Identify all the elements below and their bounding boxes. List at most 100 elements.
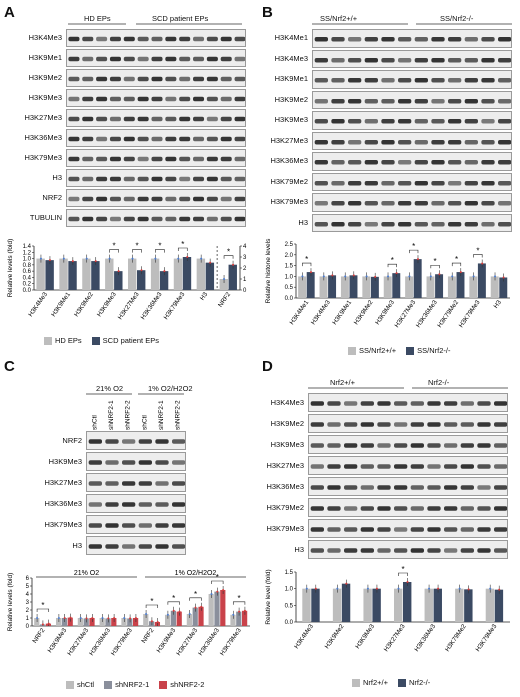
legend-item-shnrf2-1: shNRF2-1 — [104, 680, 149, 689]
x-tick-label-h3: H3 — [199, 291, 210, 302]
blot-label-h3k36me3: H3K36Me3 — [24, 133, 62, 142]
blot-label-h3k4me3: H3K4Me3 — [274, 53, 308, 63]
blot-label-h3: H3 — [72, 540, 82, 550]
y-tick-label: 4 — [26, 592, 30, 598]
x-tick-label-h3k9me2: H3K9Me2 — [73, 291, 95, 318]
lane-label-1: shNRF2-1 — [108, 400, 115, 430]
bar-nrf2-h3k79me2 — [464, 589, 473, 622]
significance-star: * — [172, 594, 175, 603]
x-tick-label-h3k36me3: H3K36Me3 — [197, 627, 221, 657]
data-point — [85, 257, 88, 260]
blot-strip-h3k9me3 — [308, 435, 508, 454]
bar-shnrf2-2-h3k9me3 — [67, 617, 73, 626]
blot-label-h3k9me2: H3K9Me2 — [28, 73, 62, 82]
data-point — [238, 610, 241, 613]
data-point — [375, 587, 378, 590]
data-point — [365, 275, 368, 278]
significance-bracket — [145, 604, 159, 608]
y-tick-label: 2.5 — [285, 242, 294, 248]
data-point — [416, 258, 419, 261]
bar-shnrf2-1-h3k9me3 — [170, 610, 177, 626]
bar-scd-patient-eps-h3k9me1 — [68, 261, 77, 290]
bar-chart-d: Relative level (fold) 0.0 0.5 1.0 1.5 H3K4Me3… — [265, 566, 510, 653]
bar-shctl-h3k79me3 — [230, 614, 236, 626]
y-tick-label: 0.5 — [285, 603, 294, 609]
chart-group-label: 21% O2 — [74, 570, 99, 577]
data-point — [467, 588, 470, 591]
blot-strip-h3k36me3 — [312, 152, 512, 171]
significance-star: * — [401, 566, 404, 574]
x-tick-label-h3k27me3: H3K27Me3 — [66, 627, 90, 657]
x-tick-label-h3k79me3: H3K79Me3 — [110, 627, 134, 657]
data-point — [352, 274, 355, 277]
blot-label-h3k9me1: H3K9Me1 — [274, 74, 308, 84]
blot-strip-h3k9me2 — [308, 414, 508, 433]
legend-a: HD EPs SCD patient EPs — [44, 336, 159, 345]
blot-label-h3k36me3: H3K36Me3 — [266, 481, 304, 491]
data-point — [156, 621, 159, 623]
bar-nrf2-h3k79me2 — [455, 588, 464, 622]
x-tick-label-h3k27me3: H3K27Me3 — [117, 291, 141, 321]
data-point — [429, 275, 432, 278]
x-tick-label-h3k4me1: H3K4Me1 — [289, 299, 311, 326]
bar-hd-eps-h3k9me3 — [105, 258, 114, 290]
data-point — [85, 617, 88, 620]
blot-strip-h3k36me3 — [66, 129, 246, 147]
significance-bracket — [223, 255, 234, 259]
y-tick-label: 0.0 — [285, 620, 294, 626]
group-bracket-b — [312, 23, 512, 25]
legend-item-nrf2-wt: Nrf2+/+ — [352, 678, 388, 687]
blot-label-h3k4me3: H3K4Me3 — [28, 33, 62, 42]
blot-strip-h3k27me3 — [66, 109, 246, 127]
data-point — [209, 261, 212, 264]
x-tick-label-h3k9me1: H3K9Me1 — [331, 299, 353, 326]
data-point — [69, 616, 72, 619]
y-axis-label: Relative histone levels — [265, 238, 272, 303]
significance-star: * — [227, 248, 230, 257]
bar-chart-a: Relative levels (fold) 0.00.20.40.60.81.0… — [7, 239, 247, 321]
group-label-hd-eps: HD EPs — [84, 14, 111, 23]
data-point — [94, 260, 97, 263]
significance-bracket — [302, 262, 312, 267]
bar-shnrf2-2-h3k9me3 — [176, 611, 182, 626]
significance-star: * — [434, 257, 437, 266]
blot-label-h3k79me2: H3K79Me2 — [270, 176, 308, 186]
significance-bracket — [398, 572, 408, 576]
legend-item-ss-ko: SS/Nrf2-/- — [406, 346, 450, 355]
data-point — [472, 275, 475, 278]
group-label-nrf2-ko: Nrf2-/- — [428, 378, 450, 387]
x-tick-label-nrf2: NRF2 — [31, 627, 46, 645]
x-tick-label-h3k36me3: H3K36Me3 — [140, 291, 164, 321]
x-tick-label-h3k9me2: H3K9Me2 — [324, 623, 346, 650]
significance-bracket — [473, 254, 483, 258]
x-tick-label-nrf2: NRF2 — [140, 627, 155, 645]
significance-bracket — [409, 249, 419, 254]
data-point — [301, 275, 304, 278]
blot-label-h3k27me3: H3K27Me3 — [270, 135, 308, 145]
blot-label-nrf2: NRF2 — [42, 193, 62, 202]
data-point — [63, 617, 66, 619]
y-axis-label: Relative levels (fold) — [7, 239, 14, 298]
data-point — [200, 257, 203, 260]
data-point — [113, 617, 116, 619]
data-point — [397, 587, 400, 590]
data-point — [459, 271, 462, 274]
data-point — [108, 257, 111, 260]
blot-strip-h3k27me3 — [308, 456, 508, 475]
blot-label-tubulin: TUBULIN — [29, 213, 62, 222]
bar-ss-nrf2-h3k79me2 — [456, 272, 465, 298]
bar-ss-nrf2-h3k27me3 — [405, 276, 414, 298]
bar-ss-nrf2-h3k79me2 — [447, 276, 456, 298]
data-point — [314, 587, 317, 590]
data-point — [188, 613, 191, 615]
data-point — [395, 272, 398, 275]
bar-nrf2-h3k4me3 — [302, 588, 311, 622]
bar-scd-patient-eps-h3k27me3 — [137, 270, 146, 290]
blot-strip-h3k9me2 — [312, 90, 512, 109]
x-tick-label-h3k79me3: H3K79Me3 — [458, 299, 482, 329]
data-point — [345, 582, 348, 585]
bar-ss-nrf2-h3k79me3 — [477, 263, 486, 298]
y-tick-label: 1.0 — [285, 274, 294, 280]
data-point — [62, 257, 65, 260]
bar-hd-eps-h3k9me1 — [59, 258, 68, 290]
